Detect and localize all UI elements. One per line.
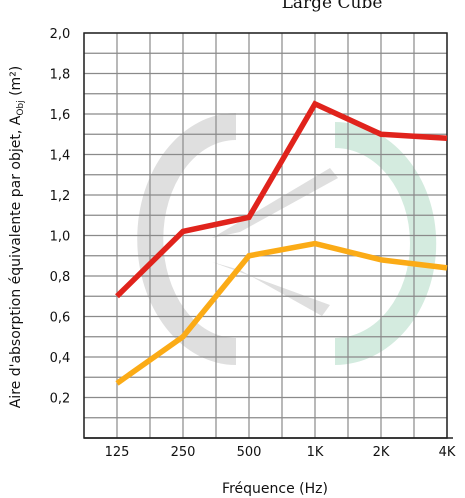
y-tick-label: 1,4	[50, 149, 71, 164]
x-tick-label: 250	[171, 445, 196, 460]
watermark-gray-wedge-bottom	[212, 262, 330, 316]
y-tick-label: 1,6	[50, 108, 71, 123]
y-tick-label: 0,6	[50, 311, 71, 326]
y-tick-label: 0,4	[50, 351, 71, 366]
x-tick-label: 2K	[373, 445, 390, 460]
series-line-2	[115, 240, 448, 386]
x-tick-label: 1K	[307, 445, 324, 460]
y-tick-labels: 2,0 1,8 1,6 1,4 1,2 1,0 0,8 0,6 0,4 0,2	[50, 27, 71, 407]
y-axis-title-unit: (m²)	[8, 66, 24, 101]
series-group	[115, 100, 448, 386]
series-line-1	[115, 100, 448, 299]
watermark-green-arc	[335, 122, 437, 365]
y-tick-label: 0,8	[50, 270, 71, 285]
watermark-gray-wedge-top	[212, 168, 338, 238]
y-tick-label: 0,2	[50, 392, 71, 407]
x-tick-label: 125	[105, 445, 130, 460]
chart-title: Large Cube	[282, 0, 383, 13]
x-tick-labels: 125 250 500 1K 2K 4K	[105, 445, 456, 460]
y-tick-label: 2,0	[50, 27, 71, 42]
x-tick-label: 500	[237, 445, 262, 460]
x-axis-title: Fréquence (Hz)	[222, 481, 328, 497]
y-axis-title: Aire d'absorption équivalente par objet,…	[8, 66, 26, 409]
y-axis-title-sub: Obj	[16, 100, 26, 115]
y-tick-label: 1,2	[50, 189, 71, 204]
y-tick-label: 1,8	[50, 68, 71, 83]
y-axis-title-main: Aire d'absorption équivalente par objet,…	[8, 115, 24, 408]
watermark-gray-arc	[137, 113, 236, 365]
x-tick-label: 4K	[439, 445, 456, 460]
y-tick-label: 1,0	[50, 230, 71, 245]
grid	[83, 32, 453, 439]
